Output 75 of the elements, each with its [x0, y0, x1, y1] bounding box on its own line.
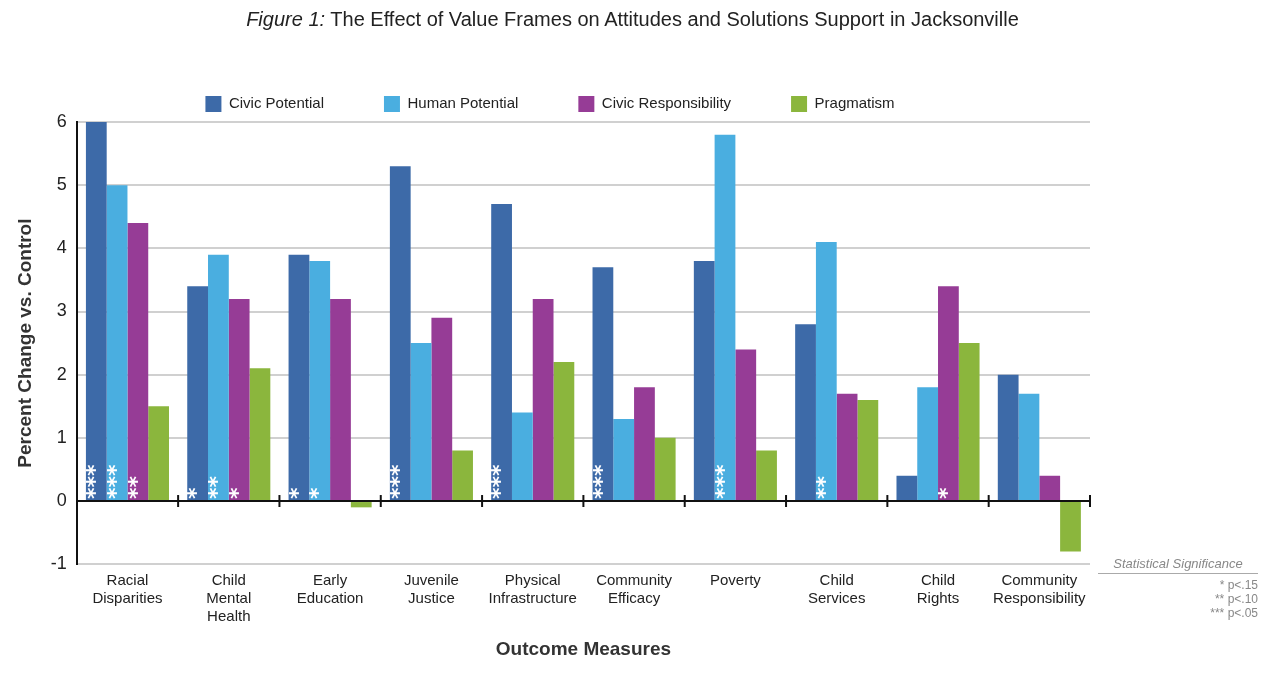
bar — [452, 450, 473, 501]
x-tick-label: Community Efficacy — [596, 571, 673, 607]
bar — [350, 502, 372, 508]
data-label: *** — [385, 464, 411, 500]
bar — [1039, 475, 1061, 501]
data-label: *** — [588, 464, 614, 500]
text: Statistical Significance — [1098, 556, 1258, 574]
bar — [592, 267, 614, 501]
bar — [654, 437, 676, 501]
bar — [208, 254, 229, 501]
y-tick-label: -1 — [50, 553, 67, 574]
x-tick-label: Child Services — [807, 571, 866, 607]
x-tick-label: Child Rights — [916, 571, 960, 607]
text: ** p<.10 — [1213, 592, 1258, 606]
y-tick-label: 2 — [56, 363, 67, 384]
bar — [1060, 502, 1081, 552]
x-tick-label: Child Mental Health — [206, 571, 252, 625]
data-label: *** — [710, 464, 736, 500]
legend-label: Human Potential — [407, 94, 519, 112]
bar — [491, 204, 512, 501]
data-label: *** — [487, 464, 513, 500]
y-tick-label: 3 — [56, 300, 67, 321]
bar — [997, 374, 1019, 501]
chart-title: Figure 1: The Effect of Value Frames on Attitudes and Solutions Support in Jacksonville — [245, 8, 1020, 31]
data-label: * — [934, 487, 960, 500]
bar — [309, 260, 331, 501]
y-tick-label: 5 — [56, 174, 67, 195]
x-tick-label: Racial Disparities — [92, 571, 163, 607]
bar — [85, 122, 107, 501]
bar — [1018, 393, 1040, 501]
bar — [938, 286, 959, 501]
bar — [127, 223, 149, 501]
x-axis-title: Outcome Measures — [495, 637, 672, 659]
text: *** p<.05 — [1209, 606, 1258, 620]
x-tick-label: Juvenile Justice — [403, 571, 459, 607]
x-tick-label: Poverty — [709, 571, 762, 589]
bar — [896, 475, 918, 501]
data-label: ** — [812, 475, 838, 500]
bar — [330, 298, 351, 501]
x-tick-label: Early Education — [296, 571, 364, 607]
bar — [795, 324, 816, 501]
bar — [187, 286, 209, 501]
bar — [249, 368, 271, 501]
x-tick-label: Physical Infrastructure — [488, 571, 577, 607]
bar — [714, 134, 736, 501]
bar — [613, 418, 635, 501]
bar — [857, 399, 879, 501]
y-axis-title: Percent Change vs. Control — [13, 218, 35, 468]
bar — [553, 362, 575, 501]
bar — [532, 298, 554, 501]
legend-label: Civic Responsibility — [601, 94, 732, 112]
bar — [634, 387, 655, 501]
x-tick-label: Community Responsibility — [993, 571, 1087, 607]
bar — [693, 260, 715, 501]
y-tick-label: 6 — [56, 110, 67, 131]
bar — [431, 317, 453, 501]
bar — [148, 406, 170, 501]
y-tick-label: 0 — [56, 490, 67, 510]
bar — [288, 254, 310, 501]
y-tick-label: 1 — [56, 426, 67, 447]
bar — [410, 343, 432, 501]
bar — [815, 242, 837, 501]
bar — [228, 298, 250, 501]
legend-label: Civic Potential — [228, 94, 324, 112]
bar — [917, 387, 939, 501]
bar — [836, 393, 858, 501]
bar — [756, 450, 777, 501]
bar — [106, 185, 128, 501]
bar — [511, 412, 533, 501]
y-tick-label: 4 — [56, 237, 67, 258]
text: * p<.15 — [1218, 578, 1258, 592]
bar — [389, 166, 411, 501]
bar — [735, 349, 757, 501]
legend-label: Pragmatism — [814, 94, 895, 112]
bar — [958, 343, 980, 501]
